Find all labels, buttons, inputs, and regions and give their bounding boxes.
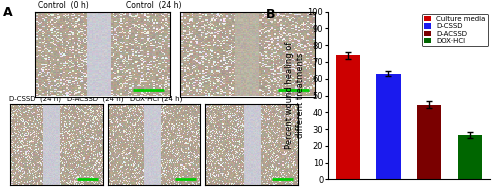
Text: Control  (24 h): Control (24 h) <box>126 1 181 10</box>
Bar <box>458 135 482 179</box>
Bar <box>417 105 442 179</box>
Text: D-ACSSD  (24 h): D-ACSSD (24 h) <box>67 96 124 102</box>
Text: Control  (0 h): Control (0 h) <box>38 1 89 10</box>
Text: A: A <box>3 6 13 19</box>
Text: B: B <box>266 8 275 21</box>
Text: D-CSSD  (24 h): D-CSSD (24 h) <box>9 96 61 102</box>
Y-axis label: Percent wound healing of
different treatments: Percent wound healing of different treat… <box>286 42 305 149</box>
Legend: Culture media, D-CSSD, D-ACSSD, DOX·HCl: Culture media, D-CSSD, D-ACSSD, DOX·HCl <box>422 14 488 46</box>
Bar <box>336 55 360 179</box>
Text: DOX·HCl (24 h): DOX·HCl (24 h) <box>130 96 182 102</box>
Bar <box>376 74 400 179</box>
